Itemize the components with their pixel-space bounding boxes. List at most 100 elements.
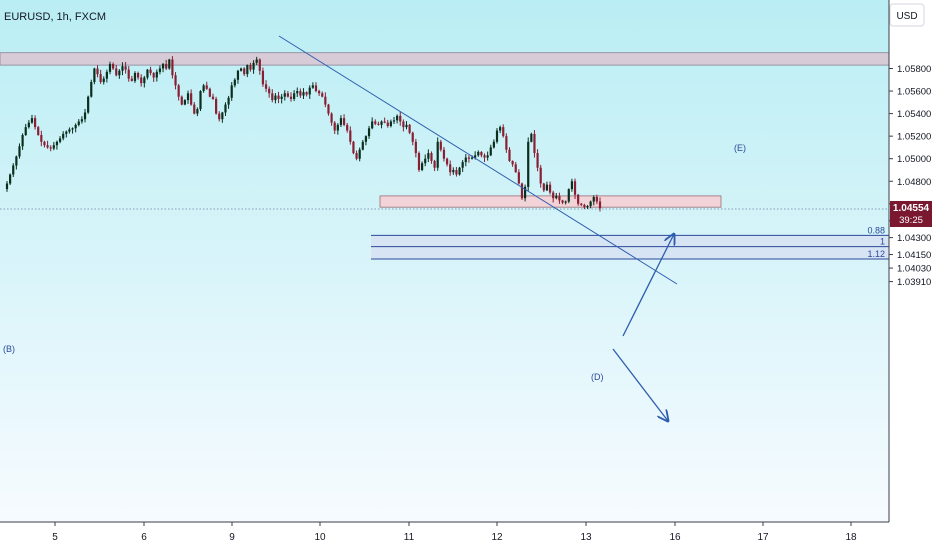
candle-body (567, 189, 570, 202)
candle-body (314, 85, 318, 92)
candle-body (171, 59, 174, 76)
candle-body (511, 160, 514, 165)
candle-body (140, 77, 143, 84)
candle-body (15, 156, 18, 166)
candle-body (352, 141, 355, 154)
candle-body (161, 63, 165, 69)
candle-body (283, 93, 286, 97)
bullish-arrow[interactable] (622, 234, 674, 337)
time-tick-label: 9 (229, 532, 235, 543)
candle-body (158, 68, 162, 72)
candle-body (386, 122, 389, 127)
wave-label-d: (D) (591, 372, 604, 382)
candle-body (433, 160, 436, 168)
candle-body (227, 97, 230, 105)
candle-body (336, 124, 339, 131)
time-tick-label: 17 (757, 532, 769, 543)
candle-body (411, 132, 414, 142)
candle-body (180, 96, 183, 105)
candle-body (598, 201, 602, 209)
candle-body (199, 91, 202, 110)
candle-body (105, 71, 108, 79)
candle-body (367, 128, 371, 137)
candle-body (421, 163, 424, 170)
time-tick-label: 16 (669, 532, 681, 543)
candle-body (402, 121, 405, 128)
candle-body (193, 104, 196, 114)
candle-body (499, 127, 502, 131)
candle-body (233, 79, 236, 86)
bearish-arrow[interactable] (612, 348, 668, 421)
candle-body (277, 95, 280, 99)
candle-body (464, 157, 467, 163)
candle-body (136, 73, 140, 78)
descending-trendline[interactable] (278, 35, 678, 285)
candle-body (12, 165, 15, 175)
candle-body (305, 92, 308, 95)
time-axis[interactable]: 5 6 9 10 11 12 13 16 17 18 (52, 522, 857, 543)
candle-body (399, 115, 402, 122)
candle-body (236, 70, 240, 80)
candle-body (289, 96, 293, 99)
candle-body (542, 183, 545, 191)
plot-background (0, 0, 889, 522)
candle-body (62, 133, 65, 139)
axis-corner (889, 522, 932, 550)
time-tick-label: 6 (141, 532, 147, 543)
price-axis-background (889, 0, 932, 550)
candle-body (293, 93, 296, 99)
candle-body (442, 149, 446, 159)
candle-body (536, 153, 539, 168)
candle-body (339, 118, 343, 125)
candle-body (505, 136, 508, 150)
candle-body (502, 127, 505, 137)
candle-body (577, 194, 580, 204)
candle-body (58, 138, 62, 142)
fibonacci-zone[interactable] (371, 235, 889, 260)
candle-body (461, 162, 464, 168)
price-tick-label: 1.05000 (897, 154, 931, 165)
candles-group (5, 56, 602, 212)
support-zone[interactable] (379, 195, 722, 208)
candle-body (102, 78, 105, 83)
candle-body (517, 172, 520, 184)
candle-body (573, 181, 577, 195)
candle-body (124, 66, 127, 70)
candle-body (374, 121, 377, 124)
candle-body (271, 93, 274, 101)
resistance-zone[interactable] (0, 52, 890, 66)
fibonacci-levels[interactable]: 0.88 1 1.12 (371, 225, 889, 260)
candle-body (46, 145, 49, 148)
candle-body (414, 141, 417, 154)
currency-button[interactable] (889, 3, 925, 27)
candle-body (514, 164, 517, 173)
candle-body (177, 85, 180, 97)
candle-body (486, 155, 489, 158)
candle-body (592, 197, 595, 202)
candle-body (55, 141, 59, 146)
candle-body (380, 121, 383, 125)
candle-body (155, 71, 158, 78)
candle-body (183, 100, 186, 105)
candle-body (130, 78, 133, 81)
candle-body (324, 96, 327, 105)
time-tick-label: 12 (491, 532, 503, 543)
candle-body (5, 183, 9, 190)
candle-body (383, 121, 386, 123)
candle-body (492, 141, 495, 148)
price-tick-label: 1.05800 (897, 64, 931, 75)
candle-body (545, 184, 549, 191)
candle-body (249, 65, 252, 70)
candle-body (595, 197, 598, 202)
symbol-title: EURUSD, 1h, FXCM (4, 11, 106, 23)
candle-body (346, 124, 349, 131)
candle-body (564, 201, 567, 203)
fib-level-label: 0.88 (867, 225, 885, 235)
time-tick-label: 18 (845, 532, 857, 543)
candle-body (405, 124, 408, 128)
candle-body (143, 77, 146, 84)
candle-body (458, 167, 461, 175)
candle-body (436, 141, 439, 168)
candle-body (296, 91, 299, 94)
candle-body (333, 122, 336, 131)
